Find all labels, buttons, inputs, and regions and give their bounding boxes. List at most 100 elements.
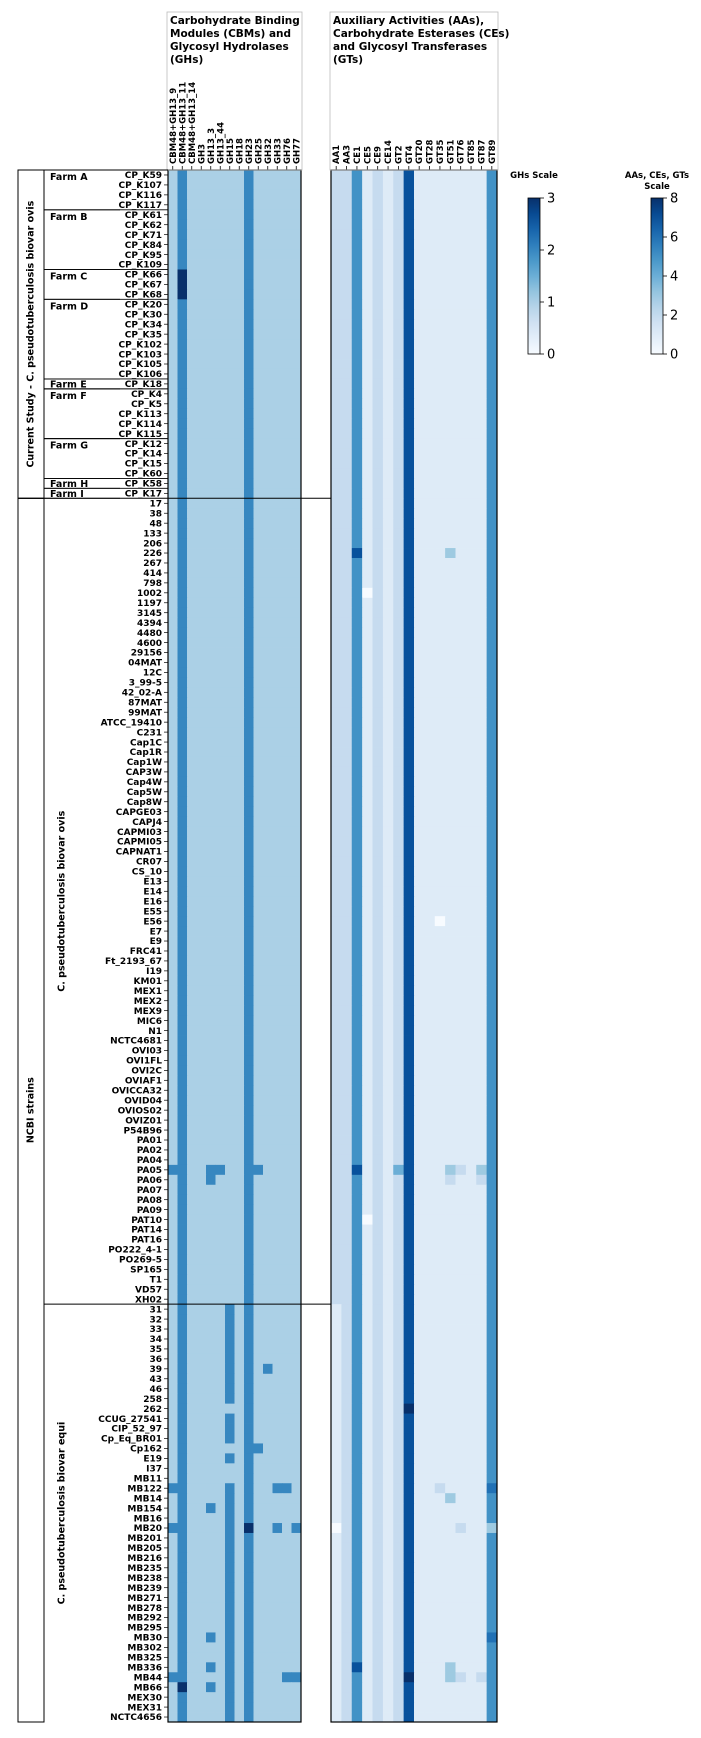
heatmap-cell [263,1542,273,1554]
heatmap-cell [455,567,467,579]
heatmap-cell [272,1085,283,1096]
row-label: Cap1C [130,738,162,748]
heatmap-cell [253,1632,264,1643]
heatmap-cell [445,1433,456,1444]
heatmap-cell [253,737,264,748]
heatmap-cell [272,1692,283,1703]
heatmap-cell [187,627,197,638]
heatmap-cell [341,408,353,420]
heatmap-cell [177,418,188,430]
heatmap-cell [263,249,273,260]
heatmap-cell [382,1363,394,1375]
heatmap-cell [263,329,273,340]
heatmap-cell [486,289,498,300]
heatmap-cell [403,567,415,579]
heatmap-cell [177,1353,188,1365]
heatmap-cell [234,1324,245,1335]
heatmap-cell [424,955,436,967]
heatmap-cell [234,458,245,469]
heatmap-cell [372,567,384,579]
heatmap-cell [331,199,342,211]
heatmap-cell [291,1085,302,1096]
heatmap-cell [225,657,235,668]
heatmap-cell [187,1423,197,1434]
heatmap-cell [445,627,456,638]
heatmap-cell [445,309,456,320]
heatmap-cell [434,1523,446,1534]
heatmap-cell [263,786,273,798]
heatmap-cell [187,359,197,370]
column-label: GH33 [273,138,283,164]
heatmap-cell [476,955,488,967]
heatmap-cell [382,1274,394,1285]
heatmap-cell [372,1025,384,1036]
heatmap-cell [362,1304,373,1315]
heatmap-cell [187,558,197,569]
heatmap-cell [382,1214,394,1225]
heatmap-cell [234,1483,245,1494]
heatmap-cell [331,737,342,748]
heatmap-cell [206,1513,216,1524]
heatmap-cell [206,707,216,718]
heatmap-cell [215,1234,226,1245]
heatmap-cell [253,1005,264,1017]
heatmap-cell [486,697,498,708]
heatmap-cell [225,1105,235,1116]
heatmap-cell [414,1463,425,1474]
heatmap-cell [272,617,283,629]
heatmap-cell [331,1264,342,1275]
heatmap-cell [215,856,226,867]
heatmap-cell [486,1234,498,1245]
heatmap-cell [445,806,456,818]
heatmap-cell [351,1383,363,1395]
heatmap-cell [382,916,394,927]
heatmap-cell [393,1702,405,1713]
heatmap-cell [455,518,467,529]
heatmap-cell [177,1523,188,1534]
heatmap-cell [393,1463,405,1474]
heatmap-cell [341,289,353,300]
heatmap-cell [382,1682,394,1693]
heatmap-cell [331,1085,342,1096]
heatmap-cell [372,597,384,609]
heatmap-cell [272,1115,283,1126]
heatmap-cell [455,926,467,937]
heatmap-cell [253,677,264,688]
heatmap-cell [282,1005,292,1017]
heatmap-cell [351,766,363,778]
heatmap-cell [434,1184,446,1196]
heatmap-cell [476,1642,488,1653]
heatmap-cell [196,428,207,440]
column-label: GH23 [245,138,255,164]
heatmap-cell [372,846,384,857]
heatmap-cell [244,468,254,479]
heatmap-cell [351,1702,363,1713]
heatmap-cell [215,1572,226,1584]
heatmap-cell [372,1523,384,1534]
heatmap-cell [424,408,436,420]
heatmap-cell [187,1224,197,1235]
heatmap-cell [476,756,488,768]
heatmap-cell [234,1015,245,1026]
heatmap-cell [196,1095,207,1106]
row-label: CP_K30 [125,310,162,320]
heatmap-cell [234,518,245,529]
heatmap-cell [234,617,245,629]
heatmap-cell [206,936,216,947]
heatmap-cell [331,975,342,987]
heatmap-cell [291,408,302,420]
heatmap-cell [403,1363,415,1375]
heatmap-cell [177,1264,188,1275]
heatmap-cell [187,508,197,519]
heatmap-cell [331,1642,342,1653]
heatmap-cell [244,1363,254,1375]
heatmap-cell [168,717,178,728]
heatmap-cell [206,1105,216,1116]
heatmap-cell [476,906,488,917]
heatmap-cell [476,786,488,798]
heatmap-cell [263,1413,273,1424]
heatmap-cell [372,259,384,270]
heatmap-cell [272,836,283,847]
heatmap-cell [372,1532,384,1544]
heatmap-cell [393,558,405,569]
